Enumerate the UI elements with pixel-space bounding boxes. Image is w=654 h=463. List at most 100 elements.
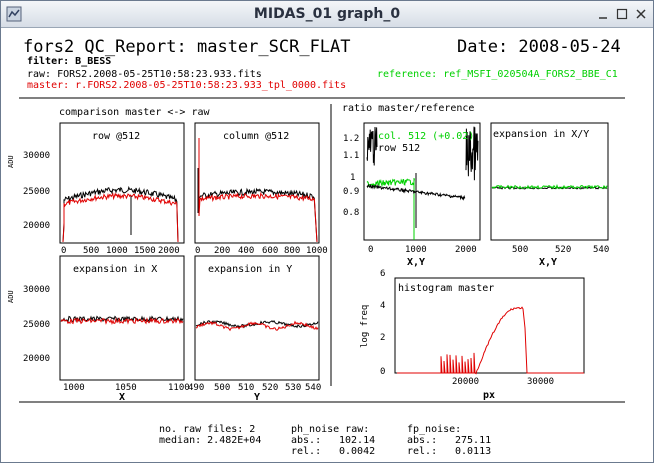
report-heading: fors2 QC_Report: master_SCR_FLAT <box>23 37 351 57</box>
close-icon[interactable] <box>633 6 649 22</box>
expansion-x-y-label: ADU <box>7 290 15 303</box>
expansion-x-title: expansion in X <box>73 264 157 275</box>
expansion-x-raw-trace <box>60 315 184 323</box>
ratio-ytick-label: 1.1 <box>343 151 359 161</box>
row-y-ticks: 30000 25000 20000 <box>23 151 50 231</box>
histogram-xtick-label: 30000 <box>527 377 554 387</box>
expansion-y-frame <box>194 255 320 381</box>
row-xtick-label: 1500 <box>134 246 156 256</box>
expansion-xy-col-trace <box>491 184 608 190</box>
ratio-legend-row: row 512 <box>378 143 420 154</box>
reference-file-label: reference: ref_MSFI_020504A_FORS2_BBE_C1 <box>377 69 618 80</box>
raw-files-count: no. raw files: 2 <box>159 424 256 435</box>
expansion-y-xtick-label: 520 <box>262 383 278 393</box>
expansion-xy-xtick-label: 520 <box>555 245 571 255</box>
column-raw-trace <box>197 168 318 243</box>
row-raw-trace <box>62 185 179 243</box>
ratio-ytick-label: 0.8 <box>343 208 359 218</box>
expansion-y-xtick-label: 540 <box>305 383 321 393</box>
histogram-panel: histogram master 6 4 2 0 log freq 20000 … <box>360 269 585 401</box>
expansion-x-xtick-label: 1000 <box>63 383 85 393</box>
column-panel-frame <box>194 122 320 244</box>
ph-abs-label: abs.: <box>291 435 322 446</box>
expansion-x-xtick-label: 1100 <box>168 383 190 393</box>
row-panel-frame <box>59 122 185 244</box>
ratio-panel-frame <box>363 122 481 241</box>
expansion-xy-xtick-label: 540 <box>593 245 609 255</box>
histogram-title: histogram master <box>398 283 494 294</box>
column-xtick-label: 0 <box>195 246 200 256</box>
ratio-section-title: ratio master/reference <box>342 103 474 114</box>
ratio-ytick-label: 0.9 <box>343 187 359 197</box>
ratio-col-trace <box>366 178 415 189</box>
column-xtick-label: 1000 <box>306 246 328 256</box>
column-panel: column @512 0 200 400 600 800 1000 <box>194 122 328 256</box>
fp-abs-label: abs.: <box>407 435 438 446</box>
expansion-xy-xtick-label: 500 <box>512 245 528 255</box>
histogram-frame <box>394 277 585 374</box>
expansion-xy-axis-label: X,Y <box>539 257 557 268</box>
column-xtick-label: 800 <box>284 246 300 256</box>
ratio-xtick-label: 2000 <box>455 245 477 255</box>
expansion-x-ytick-label: 25000 <box>23 320 50 330</box>
maximize-icon[interactable] <box>614 6 630 22</box>
column-xtick-label: 400 <box>238 246 254 256</box>
row-xtick-label: 1000 <box>106 246 128 256</box>
ratio-ytick-label: 1 <box>350 173 355 183</box>
ph-rel-value: 0.0042 <box>339 446 376 457</box>
histogram-ytick-label: 0 <box>380 367 385 377</box>
raw-file-label: raw: FORS2.2008-05-25T10:58:23.933.fits <box>27 69 262 80</box>
histogram-axis-label: px <box>483 390 495 401</box>
fp-noise-title: fp_noise: <box>407 424 462 435</box>
app-icon[interactable] <box>6 6 22 22</box>
fp-rel-label: rel.: <box>407 446 438 457</box>
column-panel-title: column @512 <box>223 131 289 142</box>
column-xtick-label: 200 <box>214 246 230 256</box>
median-value: median: 2.482E+04 <box>159 435 262 446</box>
plot-area: comparison master <-> raw ratio master/r… <box>7 97 625 403</box>
ph-noise-title: ph_noise raw: <box>291 424 370 435</box>
expansion-xy-frame <box>490 122 609 241</box>
expansion-y-raw-trace <box>195 319 319 329</box>
ph-abs-value: 102.14 <box>339 435 376 446</box>
ratio-axis-label: X,Y <box>407 257 425 268</box>
ratio-legend-col: col. 512 (+0.02) <box>378 131 474 142</box>
expansion-y-xtick-label: 490 <box>188 383 204 393</box>
row-ytick-label: 25000 <box>23 187 50 197</box>
ratio-row-right-edge <box>465 126 479 181</box>
ratio-xtick-label: 1000 <box>405 245 427 255</box>
row-master-trace <box>62 192 179 243</box>
report-date: Date: 2008-05-24 <box>457 37 621 57</box>
row-y-label: ADU <box>7 155 15 168</box>
histogram-xtick-label: 20000 <box>452 377 479 387</box>
histogram-trace <box>397 306 584 375</box>
expansion-y-panel: expansion in Y 490 500 510 520 530 540 Y <box>188 255 321 403</box>
ratio-panel: col. 512 (+0.02) row 512 1.2 1.1 1 0.9 0… <box>343 122 481 268</box>
ph-rel-label: rel.: <box>291 446 322 457</box>
ratio-ytick-label: 1.2 <box>343 134 359 144</box>
ratio-xtick-label: 0 <box>368 245 373 255</box>
comparison-section-title: comparison master <-> raw <box>59 107 210 118</box>
expansion-x-xtick-label: 1050 <box>115 383 137 393</box>
expansion-y-xtick-label: 510 <box>238 383 254 393</box>
row-panel: row @512 30000 25000 20000 ADU 0 500 100… <box>7 122 185 256</box>
minimize-icon[interactable] <box>595 6 611 22</box>
row-xtick-label: 500 <box>83 246 99 256</box>
row-panel-title: row @512 <box>92 131 140 142</box>
expansion-y-xtick-label: 500 <box>214 383 230 393</box>
histogram-y-label: log freq <box>360 305 370 348</box>
expansion-y-title: expansion in Y <box>208 264 292 275</box>
window-title: MIDAS_01 graph_0 <box>253 6 401 22</box>
expansion-y-xtick-label: 530 <box>285 383 301 393</box>
row-ytick-label: 20000 <box>23 221 50 231</box>
column-master-trace <box>198 138 318 243</box>
expansion-x-ytick-label: 20000 <box>23 354 50 364</box>
expansion-y-axis-label: Y <box>254 392 260 403</box>
expansion-x-panel: expansion in X 30000 25000 20000 ADU 100… <box>7 255 190 403</box>
expansion-x-master-trace <box>60 316 184 325</box>
expansion-x-ytick-label: 30000 <box>23 285 50 295</box>
title-bar[interactable]: MIDAS_01 graph_0 <box>1 1 653 28</box>
expansion-y-master-trace <box>195 320 319 332</box>
fp-abs-value: 275.11 <box>455 435 492 446</box>
